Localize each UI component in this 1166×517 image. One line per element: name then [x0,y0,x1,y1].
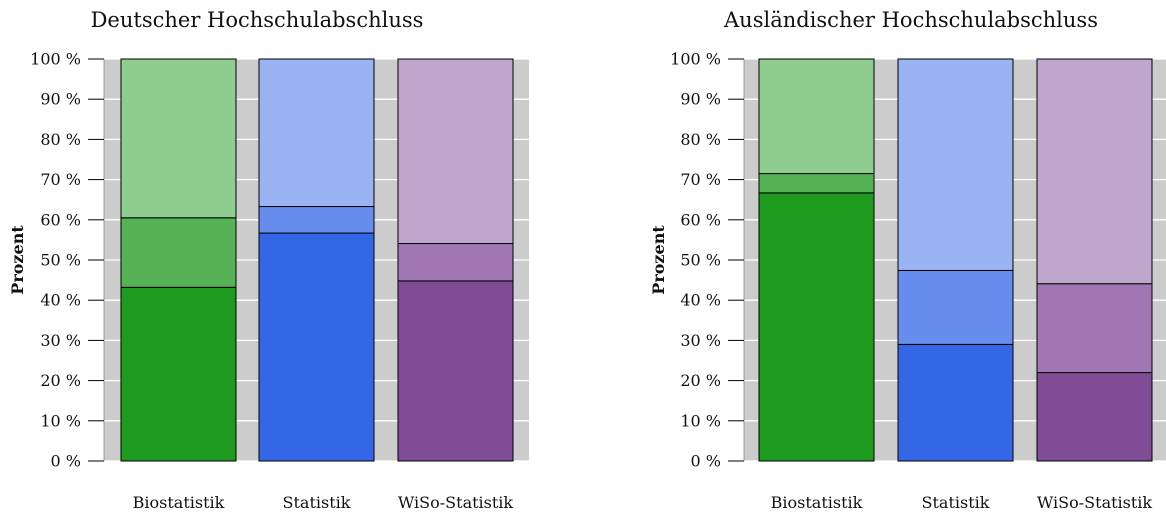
bar-segment-3-1 [397,280,514,462]
y-tick-label: 90 % [680,90,721,109]
x-tick-label: Statistik [283,493,351,512]
y-axis: 0 % 10 % 20 % 30 % 40 % 50 % 60 % 70 % 80 % 90 % 1… [670,50,745,471]
bar-segment-3-1 [1036,372,1153,462]
chart-title: Ausländischer Hochschulabschluss [723,8,1098,32]
x-tick-label: WiSo-Statistik [398,493,514,512]
y-tick-label: 10 % [680,411,721,430]
y-tick-label: 60 % [40,210,81,229]
bar-segment-2-2 [897,269,1014,345]
bar-segment-1-3 [120,58,237,219]
y-tick-label: 100 % [670,50,721,69]
bar-segment-2-2 [258,206,375,234]
bar-segment-1-3 [758,58,875,175]
bar-segment-2-3 [897,58,1014,271]
y-tick-label: 80 % [40,130,81,149]
bar-segment-1-2 [120,217,237,288]
bar-segment-1-2 [758,173,875,194]
y-tick-label: 70 % [680,170,721,189]
y-tick-label: 80 % [680,130,721,149]
y-tick-label: 60 % [680,210,721,229]
y-tick-label: 20 % [680,371,721,390]
x-tick-label: Biostatistik [133,493,225,512]
x-tick-label: Biostatistik [771,493,863,512]
y-tick-label: 30 % [680,331,721,350]
x-tick-label: WiSo-Statistik [1037,493,1153,512]
y-tick-label: 70 % [40,170,81,189]
y-tick-label: 50 % [40,251,81,270]
bar-segment-1-1 [120,286,237,462]
bar-segment-2-3 [258,58,375,208]
x-axis: Biostatistik Statistik WiSo-Statistik [133,493,514,512]
y-axis: 0 % 10 % 20 % 30 % 40 % 50 % 60 % 70 % 80 % 90 % 1… [30,50,105,471]
x-tick-label: Statistik [922,493,990,512]
y-tick-label: 40 % [40,291,81,310]
bars [758,58,1153,462]
bar-segment-3-3 [1036,58,1153,285]
chart-auslaendischer-hochschulabschluss: Ausländischer Hochschulabschluss 0 % 10 %… [649,8,1166,512]
y-tick-label: 90 % [40,90,81,109]
bar-segment-3-2 [1036,283,1153,374]
bars [120,58,514,462]
x-axis: Biostatistik Statistik WiSo-Statistik [771,493,1153,512]
bar-segment-1-1 [758,192,875,462]
bar-segment-3-2 [397,243,514,282]
bar-segment-3-3 [397,58,514,245]
y-tick-label: 0 % [691,452,721,471]
bar-segment-2-1 [897,343,1014,462]
bar-segment-2-1 [258,232,375,462]
y-tick-label: 10 % [40,411,81,430]
y-tick-label: 30 % [40,331,81,350]
y-tick-label: 40 % [680,291,721,310]
y-tick-label: 100 % [30,50,81,69]
y-tick-label: 0 % [51,452,81,471]
chart-title: Deutscher Hochschulabschluss [91,8,424,32]
chart-deutscher-hochschulabschluss: Deutscher Hochschulabschluss 0 % 10 % 20 %… [8,8,529,512]
y-tick-label: 50 % [680,251,721,270]
y-axis-title: Prozent [649,225,668,295]
y-axis-title: Prozent [8,225,27,295]
y-tick-label: 20 % [40,371,81,390]
